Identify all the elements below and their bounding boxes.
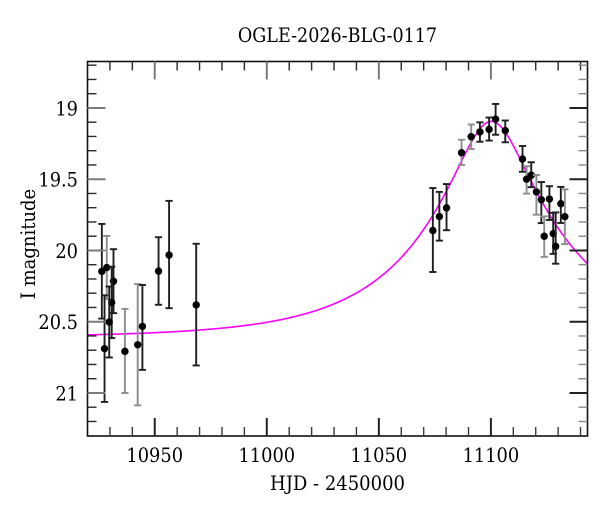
data-marker <box>442 204 451 212</box>
data-marker <box>105 318 113 326</box>
chart-title: OGLE-2026-BLG-0117 <box>237 24 438 47</box>
data-point <box>134 283 142 407</box>
data-point <box>551 211 560 265</box>
data-point <box>165 199 173 310</box>
model-curve <box>87 120 589 336</box>
data-marker <box>551 242 560 251</box>
data-point <box>192 242 200 367</box>
data-marker <box>518 155 527 163</box>
data-marker <box>165 251 173 259</box>
y-axis-label: I magnitude <box>16 188 40 300</box>
y-tick-label: 20.5 <box>38 311 78 334</box>
data-marker <box>485 125 493 134</box>
data-point <box>105 285 113 359</box>
data-point <box>476 121 484 143</box>
data-marker <box>527 171 535 179</box>
data-marker <box>100 344 109 353</box>
data-point <box>485 116 493 142</box>
data-point <box>540 215 548 258</box>
data-point <box>435 190 444 242</box>
data-marker <box>134 341 142 349</box>
data-point <box>557 185 565 224</box>
data-point <box>518 145 527 173</box>
data-point <box>561 188 569 245</box>
data-point <box>100 294 109 403</box>
data-marker <box>501 126 509 135</box>
data-marker <box>138 322 147 331</box>
data-point <box>527 161 535 189</box>
data-marker <box>154 267 163 275</box>
data-marker <box>476 128 484 136</box>
data-marker <box>561 212 569 221</box>
data-point <box>491 103 500 136</box>
x-tick-label: 11100 <box>463 444 520 467</box>
data-marker <box>491 115 500 123</box>
data-point <box>429 187 437 273</box>
y-tick-label: 19.5 <box>38 169 78 192</box>
data-marker <box>457 149 466 157</box>
data-marker <box>532 188 541 196</box>
data-point <box>121 307 129 394</box>
data-point <box>467 123 475 150</box>
data-marker <box>192 301 200 309</box>
y-tick-label: 20 <box>55 240 78 263</box>
y-tick-label: 19 <box>55 97 78 120</box>
data-point <box>457 138 466 166</box>
y-tick-label: 21 <box>55 382 78 405</box>
x-tick-label: 10950 <box>126 444 183 467</box>
data-point <box>442 183 451 232</box>
data-point <box>138 283 147 371</box>
data-point <box>532 173 541 216</box>
data-marker <box>467 133 475 141</box>
data-point <box>522 165 531 195</box>
data-marker <box>435 212 444 221</box>
data-marker <box>103 263 111 272</box>
data-marker <box>540 232 548 240</box>
x-axis-label: HJD - 2450000 <box>270 471 405 495</box>
x-tick-label: 11000 <box>238 444 295 467</box>
data-marker <box>429 226 437 235</box>
x-tick-label: 11050 <box>351 444 408 467</box>
data-marker <box>537 196 546 204</box>
data-point <box>545 185 554 221</box>
data-marker <box>121 347 129 356</box>
plot-frame <box>86 60 589 437</box>
data-marker <box>557 200 565 208</box>
data-point <box>501 119 509 144</box>
data-marker <box>545 195 554 203</box>
data-point <box>154 236 163 306</box>
